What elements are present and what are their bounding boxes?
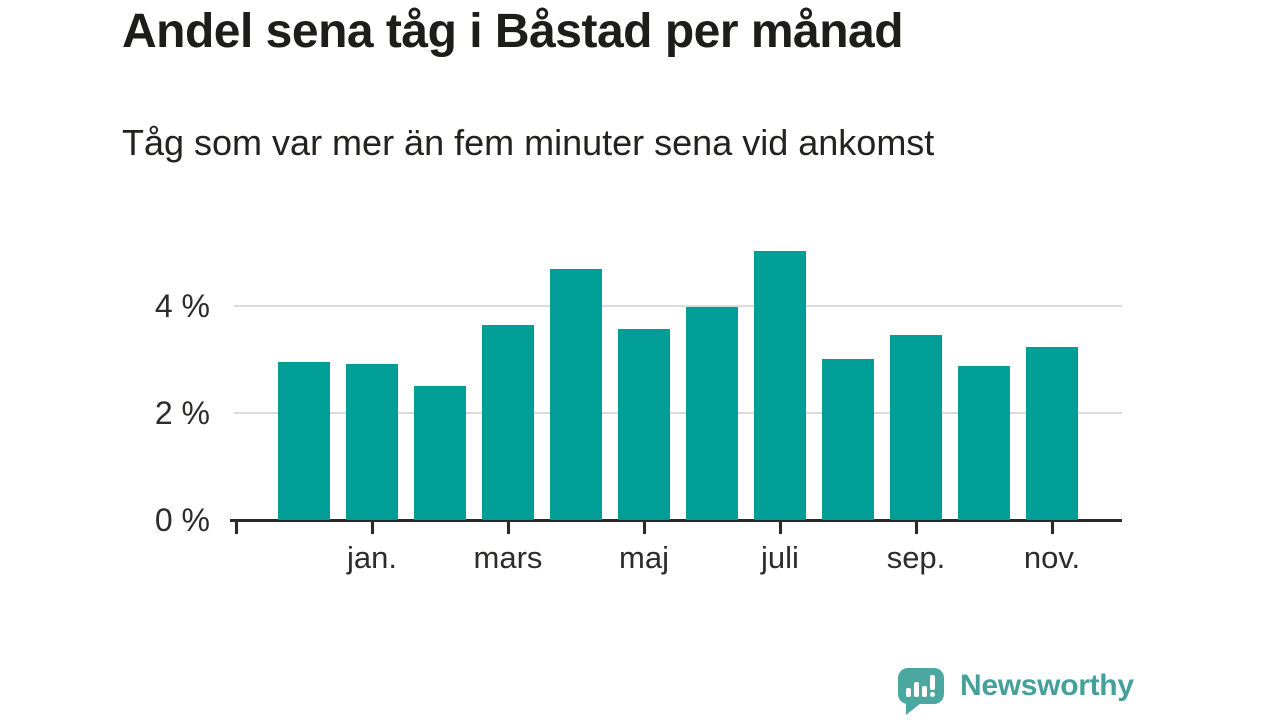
x-axis-tick: [778, 522, 782, 534]
gridline-4pct: [234, 305, 1122, 308]
bar-7: [686, 307, 738, 520]
x-axis-tick: [370, 522, 374, 534]
bar-12: [1026, 347, 1078, 520]
logo-exclamation-mark: [930, 675, 935, 697]
chart-title: Andel sena tåg i Båstad per månad: [122, 5, 904, 58]
bar-1: [278, 361, 330, 520]
bar-5: [550, 268, 602, 520]
bar-8: [754, 251, 806, 520]
newsworthy-logo: Newsworthy: [898, 668, 1134, 715]
x-axis-tick: [506, 522, 510, 534]
bar-6: [618, 329, 670, 520]
y-axis-label: 2 %: [154, 395, 210, 432]
bar-10: [890, 334, 942, 520]
bar-11: [958, 366, 1010, 520]
x-axis-label: sep.: [886, 540, 946, 575]
logo-mini-bar-2: [914, 682, 919, 697]
y-axis-label: 0 %: [154, 502, 210, 538]
x-axis-tick: [914, 522, 918, 534]
bar-4: [482, 324, 534, 520]
logo-mini-bar-1: [906, 688, 911, 697]
y-axis-label: 4 %: [154, 288, 210, 325]
bar-3: [414, 385, 466, 520]
x-axis-tick: [1050, 522, 1054, 534]
chart-subtitle: Tåg som var mer än fem minuter sena vid …: [122, 122, 935, 163]
gridline-2pct: [234, 412, 1122, 415]
x-axis-end-tick: [235, 519, 238, 534]
newsworthy-speech-bubble-bar-chart-icon: [898, 668, 944, 715]
x-axis-label: jan.: [347, 540, 397, 575]
plot-area: 0 % 2 % 4 % jan. mars maj juli sep. nov.: [155, 230, 1122, 575]
bar-9: [822, 359, 874, 520]
logo-mini-bar-3: [922, 686, 927, 697]
x-axis-label: maj: [619, 540, 669, 575]
newsworthy-logo-text: Newsworthy: [960, 669, 1134, 702]
x-axis-label: juli: [761, 540, 799, 575]
bar-2: [346, 364, 398, 520]
x-axis-label: mars: [473, 540, 543, 575]
x-axis-label: nov.: [1023, 540, 1081, 575]
x-axis-tick: [642, 522, 646, 534]
x-axis-line: [230, 519, 1122, 522]
